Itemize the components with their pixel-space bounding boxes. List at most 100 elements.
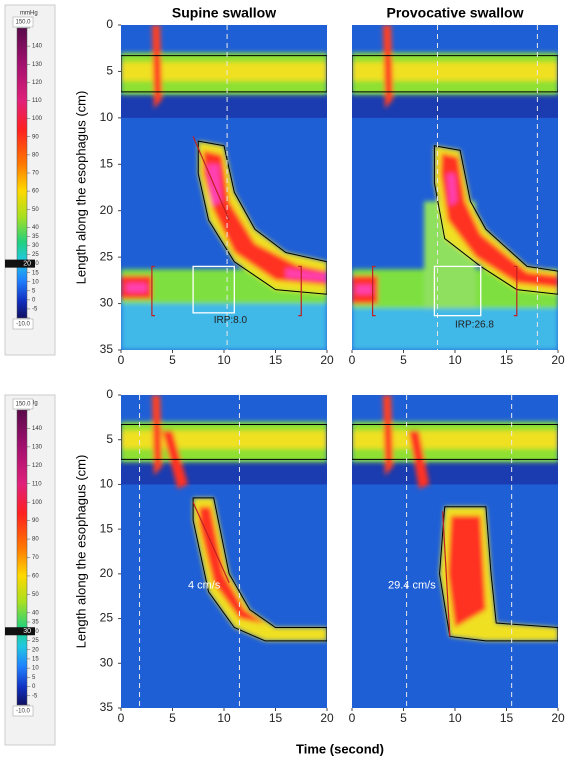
- colorbar-limit-label: -10.0: [16, 322, 30, 328]
- colorbar-tick-label: 70: [32, 171, 39, 177]
- colorbar-tick-label: -5: [32, 693, 38, 699]
- heatmap-dark-band: [352, 94, 558, 118]
- x-tick-label: 15: [269, 353, 283, 367]
- y-tick-label: 20: [100, 203, 114, 217]
- front-line: [442, 511, 451, 637]
- x-tick-label: 5: [400, 711, 407, 725]
- colorbar-tick-label: 25: [32, 252, 39, 258]
- contour: [197, 140, 327, 295]
- contour: [352, 55, 558, 93]
- heatmap: [352, 395, 558, 708]
- pressure-region: [121, 298, 327, 350]
- pressure-region: [440, 153, 558, 288]
- colorbar-tick-label: 15: [32, 270, 39, 276]
- heatmap-dark-band: [121, 94, 327, 118]
- colorbar-frame: [4, 4, 56, 356]
- colorbar-limit-label: 150.0: [15, 20, 31, 26]
- colorbar-tick-label: 50: [32, 207, 39, 213]
- panel-title: Supine swallow: [172, 5, 276, 21]
- x-tick-label: 0: [349, 353, 356, 367]
- colorbar-marker: [5, 259, 35, 268]
- pressure-region: [352, 430, 558, 449]
- colorbar-marker-label: 30: [23, 628, 31, 635]
- heatmap: [121, 25, 327, 350]
- y-tick-label: 30: [100, 296, 114, 310]
- colorbar-tick-label: -5: [32, 307, 38, 313]
- colorbar-tick-label: 20: [32, 261, 39, 267]
- y-tick-label: 0: [106, 387, 113, 401]
- colorbar-tick-label: 10: [32, 666, 39, 672]
- annotation: IRP:8.0: [214, 315, 248, 326]
- colorbar-limit-box: [12, 318, 34, 330]
- colorbar-tick-label: 130: [32, 62, 43, 68]
- pressure-region: [352, 62, 558, 81]
- y-tick-label: 25: [100, 611, 114, 625]
- x-tick-label: 0: [349, 711, 356, 725]
- pressure-region: [193, 497, 327, 641]
- colorbar-unit: mmHg: [20, 11, 38, 17]
- colorbar-tick-label: 40: [32, 225, 39, 231]
- x-tick-label: 10: [217, 353, 231, 367]
- contour: [121, 424, 327, 460]
- colorbar-limit-box: [12, 16, 34, 28]
- colorbar-limit-box: [12, 398, 34, 410]
- les-bracket: [298, 265, 302, 317]
- x-tick-label: 20: [551, 353, 565, 367]
- colorbar-tick-label: 10: [32, 279, 39, 285]
- colorbar-marker: [5, 627, 35, 636]
- contour: [121, 55, 327, 93]
- contour: [433, 145, 558, 295]
- colorbar: [16, 27, 28, 319]
- colorbar-tick-label: 40: [32, 610, 39, 616]
- colorbar-tick-label: 60: [32, 189, 39, 195]
- x-tick-label: 0: [118, 353, 125, 367]
- pressure-region: [285, 268, 327, 282]
- heatmap: [121, 395, 327, 708]
- colorbar-tick-label: 80: [32, 537, 39, 543]
- colorbar-tick-label: 90: [32, 518, 39, 524]
- colorbar-tick-label: 5: [32, 675, 36, 681]
- colorbar-tick-label: 140: [32, 44, 43, 50]
- x-tick-label: 5: [169, 711, 176, 725]
- panel-title: Provocative swallow: [387, 5, 524, 21]
- pressure-region: [121, 430, 327, 449]
- pressure-region: [151, 395, 163, 476]
- annotation: 4 cm/s: [188, 579, 221, 591]
- y-tick-label: 0: [106, 17, 113, 31]
- colorbar-tick-label: 20: [32, 647, 39, 653]
- colorbar-tick-label: 25: [32, 638, 39, 644]
- pressure-region: [447, 515, 486, 628]
- x-tick-label: 5: [169, 353, 176, 367]
- x-axis-label: Time (second): [296, 741, 384, 756]
- x-tick-label: 15: [269, 711, 283, 725]
- colorbar-limit-box: [12, 705, 34, 717]
- y-tick-label: 15: [100, 521, 114, 535]
- colorbar-tick-label: 60: [32, 574, 39, 580]
- x-tick-label: 20: [320, 711, 334, 725]
- colorbar-tick-label: 30: [32, 629, 39, 635]
- x-tick-label: 0: [118, 711, 125, 725]
- y-tick-label: 5: [106, 64, 113, 78]
- y-tick-label: 10: [100, 477, 114, 491]
- pressure-region: [446, 173, 458, 207]
- y-tick-label: 35: [100, 700, 114, 714]
- colorbar-tick-label: 130: [32, 444, 43, 450]
- colorbar-marker-label: 20: [23, 260, 31, 267]
- colorbar-tick-label: 140: [32, 426, 43, 432]
- annotation: IRP:26.8: [455, 320, 494, 331]
- les-bracket: [372, 265, 376, 317]
- colorbar-tick-label: 110: [32, 98, 42, 104]
- front-line: [192, 136, 230, 221]
- x-tick-label: 10: [217, 711, 231, 725]
- colorbar-tick-label: 100: [32, 116, 43, 122]
- heatmap-pressure: [121, 395, 327, 641]
- colorbar-tick-label: 90: [32, 134, 39, 140]
- y-tick-label: 10: [100, 110, 114, 124]
- irp-box: [433, 265, 482, 317]
- colorbar-tick-label: 15: [32, 656, 39, 662]
- heatmap-dark-band: [352, 462, 558, 485]
- pressure-region: [151, 25, 163, 109]
- x-tick-label: 20: [320, 353, 334, 367]
- colorbar-tick-label: 100: [32, 500, 43, 506]
